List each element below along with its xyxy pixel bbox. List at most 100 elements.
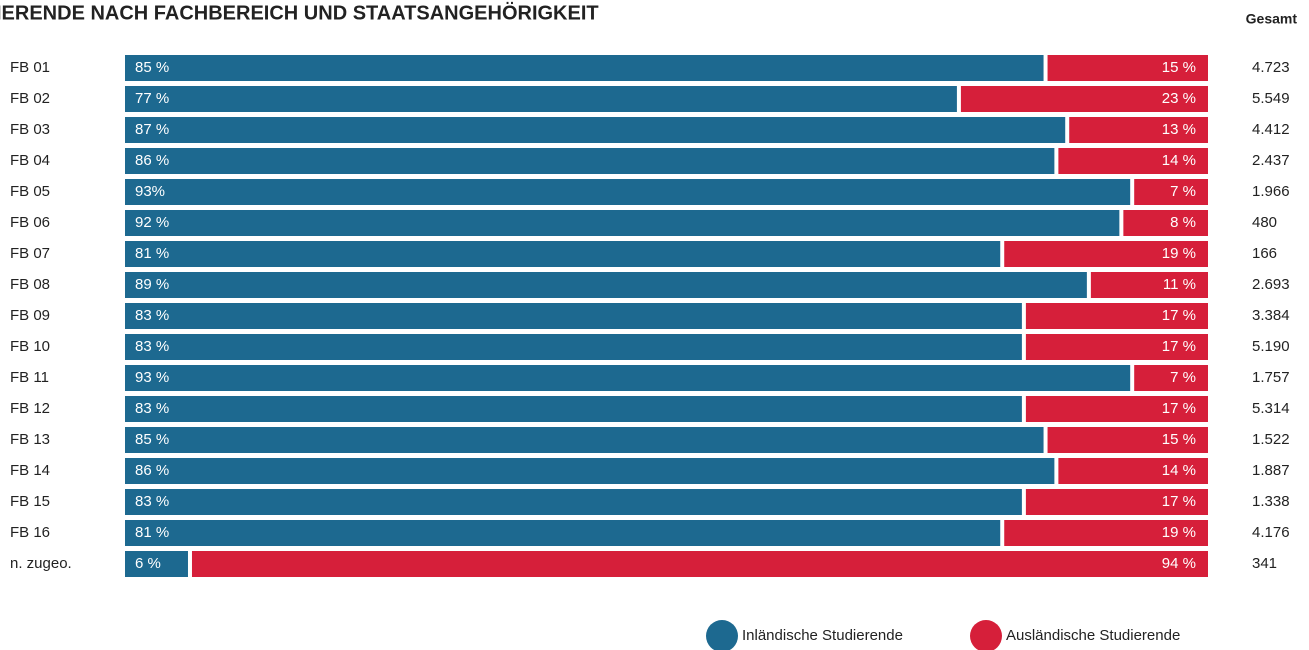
legend-swatch bbox=[970, 620, 1002, 650]
total-label: 1.757 bbox=[1252, 369, 1290, 386]
bar-segment bbox=[125, 427, 1044, 453]
value-label: 83 % bbox=[135, 400, 169, 417]
category-label: FB 15 bbox=[10, 493, 50, 510]
bar-segment bbox=[1058, 458, 1208, 484]
value-label: 77 % bbox=[135, 90, 169, 107]
total-label: 4.412 bbox=[1252, 121, 1290, 138]
category-label: FB 01 bbox=[10, 59, 50, 76]
bar-segment bbox=[1025, 334, 1208, 360]
total-label: 2.437 bbox=[1252, 152, 1290, 169]
bar-segment bbox=[1123, 210, 1208, 236]
bar-segment bbox=[1025, 303, 1208, 329]
total-label: 1.522 bbox=[1252, 431, 1290, 448]
bar-segment bbox=[125, 86, 957, 112]
value-label: 17 % bbox=[1162, 493, 1196, 510]
category-label: FB 09 bbox=[10, 307, 50, 324]
value-label: 17 % bbox=[1162, 307, 1196, 324]
total-label: 5.190 bbox=[1252, 338, 1290, 355]
value-label: 14 % bbox=[1162, 462, 1196, 479]
total-label: 341 bbox=[1252, 555, 1277, 572]
category-label: FB 16 bbox=[10, 524, 50, 541]
category-label: FB 11 bbox=[10, 369, 49, 386]
bar-segment bbox=[125, 396, 1022, 422]
total-label: 4.176 bbox=[1252, 524, 1290, 541]
bar-segment bbox=[1025, 489, 1208, 515]
bar-segment bbox=[125, 489, 1022, 515]
total-label: 5.314 bbox=[1252, 400, 1290, 417]
totals-header: Gesamt bbox=[1246, 11, 1298, 27]
bar-segment bbox=[125, 334, 1022, 360]
value-label: 19 % bbox=[1162, 524, 1196, 541]
value-label: 83 % bbox=[135, 307, 169, 324]
bar-segment bbox=[1004, 241, 1208, 267]
bar-segment bbox=[1134, 179, 1208, 205]
value-label: 6 % bbox=[135, 555, 161, 572]
value-label: 89 % bbox=[135, 276, 169, 293]
value-label: 83 % bbox=[135, 338, 169, 355]
value-label: 93 % bbox=[135, 369, 169, 386]
value-label: 8 % bbox=[1170, 214, 1196, 231]
total-label: 4.723 bbox=[1252, 59, 1290, 76]
category-label: FB 08 bbox=[10, 276, 50, 293]
value-label: 15 % bbox=[1162, 431, 1196, 448]
total-label: 166 bbox=[1252, 245, 1277, 262]
value-label: 14 % bbox=[1162, 152, 1196, 169]
category-label: FB 12 bbox=[10, 400, 50, 417]
category-label: FB 05 bbox=[10, 183, 50, 200]
value-label: 86 % bbox=[135, 152, 169, 169]
bar-segment bbox=[1090, 272, 1208, 298]
bar-segment bbox=[125, 148, 1055, 174]
bar-segment bbox=[1047, 55, 1208, 81]
value-label: 92 % bbox=[135, 214, 169, 231]
legend-label: Inländische Studierende bbox=[742, 627, 903, 644]
total-label: 1.966 bbox=[1252, 183, 1290, 200]
bar-segment bbox=[1069, 117, 1208, 143]
chart-title: IERENDE NACH FACHBEREICH UND STAATSANGEH… bbox=[0, 1, 599, 24]
bar-segment bbox=[1047, 427, 1208, 453]
value-label: 85 % bbox=[135, 431, 169, 448]
bar-segment bbox=[125, 179, 1131, 205]
category-label: FB 13 bbox=[10, 431, 50, 448]
bar-segment bbox=[125, 303, 1022, 329]
legend-label: Ausländische Studierende bbox=[1006, 627, 1180, 644]
category-label: FB 03 bbox=[10, 121, 50, 138]
category-label: n. zugeo. bbox=[10, 555, 72, 572]
bar-segment bbox=[960, 86, 1208, 112]
category-label: FB 10 bbox=[10, 338, 50, 355]
value-label: 94 % bbox=[1162, 555, 1196, 572]
bar-segment bbox=[125, 55, 1044, 81]
bar-segment bbox=[1004, 520, 1208, 546]
value-label: 81 % bbox=[135, 524, 169, 541]
total-label: 480 bbox=[1252, 214, 1277, 231]
value-label: 85 % bbox=[135, 59, 169, 76]
bar-segment bbox=[1058, 148, 1208, 174]
total-label: 5.549 bbox=[1252, 90, 1290, 107]
value-label: 7 % bbox=[1170, 369, 1196, 386]
bar-segment bbox=[125, 551, 188, 577]
value-label: 17 % bbox=[1162, 400, 1196, 417]
value-label: 81 % bbox=[135, 245, 169, 262]
value-label: 7 % bbox=[1170, 183, 1196, 200]
value-label: 17 % bbox=[1162, 338, 1196, 355]
category-label: FB 14 bbox=[10, 462, 50, 479]
value-label: 87 % bbox=[135, 121, 169, 138]
bar-segment bbox=[125, 272, 1087, 298]
total-label: 2.693 bbox=[1252, 276, 1290, 293]
bar-segment bbox=[125, 520, 1001, 546]
bar-segment bbox=[125, 365, 1131, 391]
total-label: 3.384 bbox=[1252, 307, 1290, 324]
bar-segment bbox=[1134, 365, 1208, 391]
value-label: 11 % bbox=[1163, 276, 1196, 293]
bar-segment bbox=[1025, 396, 1208, 422]
value-label: 93% bbox=[135, 183, 165, 200]
total-label: 1.887 bbox=[1252, 462, 1290, 479]
category-label: FB 07 bbox=[10, 245, 50, 262]
value-label: 15 % bbox=[1162, 59, 1196, 76]
bar-segment bbox=[191, 551, 1209, 577]
category-label: FB 02 bbox=[10, 90, 50, 107]
legend-swatch bbox=[706, 620, 738, 650]
bar-segment bbox=[125, 210, 1120, 236]
value-label: 19 % bbox=[1162, 245, 1196, 262]
category-label: FB 04 bbox=[10, 152, 50, 169]
